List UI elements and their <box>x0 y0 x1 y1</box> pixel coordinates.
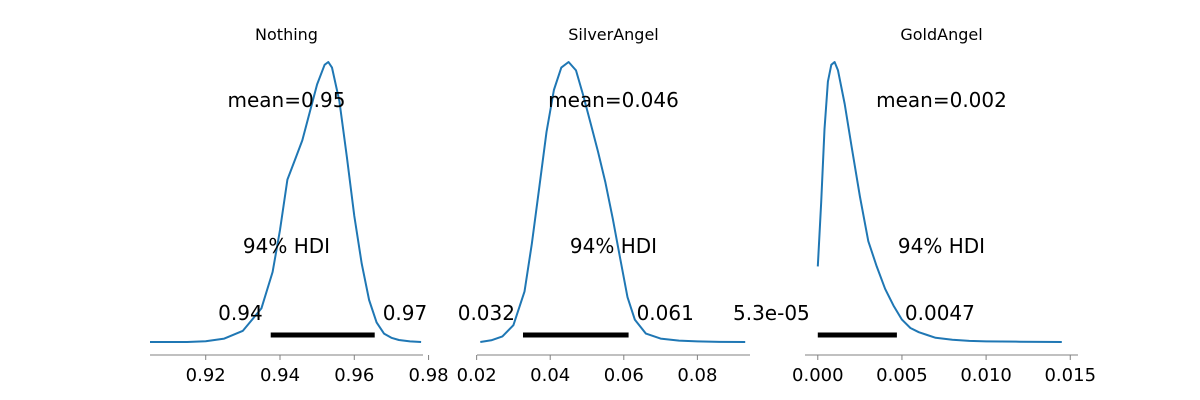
mean-label: mean=0.002 <box>876 88 1007 112</box>
hdi-low-label: 0.94 <box>218 301 263 325</box>
x-tick-label: 0.005 <box>876 365 928 386</box>
hdi-high-label: 0.061 <box>637 301 694 325</box>
hdi-label: 94% HDI <box>243 234 330 258</box>
hdi-low-label: 0.032 <box>458 301 515 325</box>
hdi-high-label: 0.0047 <box>905 301 975 325</box>
x-tick-label: 0.04 <box>530 365 570 386</box>
density-curve <box>816 61 1062 343</box>
subplot-title: Nothing <box>255 25 318 44</box>
hdi-high-label: 0.97 <box>383 301 428 325</box>
hdi-low-label: 5.3e-05 <box>733 301 810 325</box>
x-tick-label: 0.06 <box>604 365 644 386</box>
subplot-silverangel: SilverAngel mean=0.046 94% HDI 0.032 0.061 0.… <box>457 25 750 386</box>
density-curve <box>150 61 422 343</box>
mean-label: mean=0.046 <box>548 88 679 112</box>
x-tick-label: 0.02 <box>457 365 497 386</box>
x-tick-label: 0.98 <box>409 365 449 386</box>
x-tick-label: 0.000 <box>792 365 844 386</box>
x-tick-label: 0.010 <box>960 365 1012 386</box>
x-tick-label: 0.08 <box>677 365 717 386</box>
subplot-goldangel: GoldAngel mean=0.002 94% HDI 5.3e-05 0.0047 0… <box>733 25 1096 386</box>
x-tick-label: 0.96 <box>334 365 374 386</box>
x-tick-label: 0.015 <box>1044 365 1096 386</box>
x-tick-label: 0.94 <box>260 365 300 386</box>
x-tick-label: 0.92 <box>186 365 226 386</box>
density-curve <box>480 61 746 343</box>
subplot-title: SilverAngel <box>568 25 658 44</box>
mean-label: mean=0.95 <box>227 88 345 112</box>
subplot-nothing: Nothing mean=0.95 94% HDI 0.94 0.97 0.92 0.94 0… <box>150 25 449 386</box>
subplot-title: GoldAngel <box>900 25 982 44</box>
hdi-label: 94% HDI <box>570 234 657 258</box>
hdi-label: 94% HDI <box>898 234 985 258</box>
